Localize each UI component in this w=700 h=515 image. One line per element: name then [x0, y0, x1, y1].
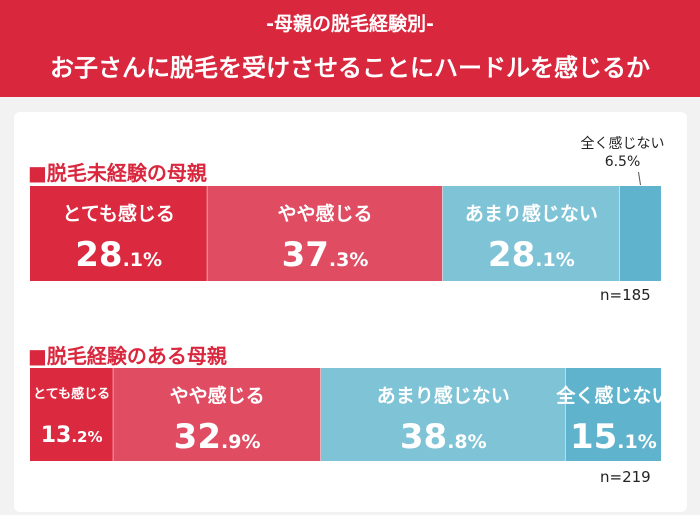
- bar-segment-no-experience-1: [30, 186, 208, 281]
- segment-label-no-experience-2: やや感じる: [277, 202, 372, 225]
- segment-value-no-experience-1: 28.1%: [75, 235, 162, 275]
- bar-segment-experienced-3: [320, 368, 566, 461]
- segment-label-experienced-4: 全く感じない: [555, 384, 670, 407]
- segment-label-no-experience-1: とても感じる: [62, 202, 174, 225]
- bar-segment-experienced-2: [113, 368, 321, 461]
- n-label-experienced: n=219: [600, 468, 651, 486]
- bar-segment-experienced-4: [565, 368, 661, 461]
- bar-segment-experienced-1: [30, 368, 114, 461]
- outside-label-name-no-experience: 全く感じない: [580, 135, 664, 152]
- segment-value-no-experience-3: 28.1%: [488, 235, 575, 275]
- segment-value-no-experience-2: 37.3%: [282, 235, 369, 275]
- header-title: お子さんに脱毛を受けさせることにハードルを感じるか: [50, 54, 650, 82]
- segment-value-experienced-3: 38.8%: [400, 417, 487, 457]
- segment-label-experienced-3: あまり感じない: [377, 384, 510, 407]
- bar-segment-no-experience-4: [619, 186, 661, 281]
- group-title-experienced: ■脱毛経験のある母親: [28, 344, 227, 368]
- segment-label-experienced-1: とても感じる: [33, 386, 110, 402]
- n-label-no-experience: n=185: [600, 286, 651, 304]
- bar-segment-no-experience-2: [207, 186, 443, 281]
- segment-label-no-experience-3: あまり感じない: [465, 202, 598, 225]
- segment-label-experienced-2: やや感じる: [170, 384, 265, 407]
- segment-value-experienced-1: 13.2%: [41, 423, 103, 448]
- outside-label-value-no-experience: 6.5%: [605, 154, 641, 170]
- group-title-no-experience: ■脱毛未経験の母親: [28, 161, 207, 185]
- header-subtitle: -母親の脱毛経験別-: [266, 13, 434, 35]
- header-banner: -母親の脱毛経験別- お子さんに脱毛を受けさせることにハードルを感じるか: [0, 0, 700, 97]
- segment-value-experienced-4: 15.1%: [570, 417, 657, 457]
- bar-segment-no-experience-3: [442, 186, 620, 281]
- segment-value-experienced-2: 32.9%: [174, 417, 261, 457]
- leader-line-no-experience: [637, 171, 641, 186]
